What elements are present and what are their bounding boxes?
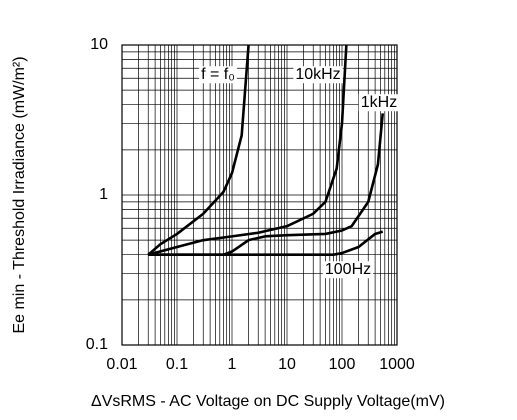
x-tick-label: 100 [329,356,356,373]
curve-label-bg [293,66,343,84]
curve-label: 100Hz [325,261,371,278]
x-tick-label: 0.01 [106,356,137,373]
y-tick-label: 0.1 [86,336,108,353]
x-tick-label: 10 [278,356,296,373]
y-tick-label: 10 [90,36,108,53]
curve-label-bg [358,94,400,112]
curve [148,113,385,256]
curve-label-bg [199,66,237,84]
x-tick-label: 1000 [379,356,415,373]
x-axis-label: ΔVsRMS - AC Voltage on DC Supply Voltage… [91,393,445,410]
plot-frame [121,44,398,346]
curve [148,230,384,256]
curve [147,44,348,256]
x-tick-label: 0.1 [166,356,188,373]
curve-label: 1kHz [361,94,397,111]
x-tick-label: 1 [228,356,237,373]
curve-label-bg [322,261,374,279]
y-axis-label: Ee min - Threshold Irradiance (mW/m²) [11,56,28,333]
curve-label: f = f₀ [201,66,235,83]
y-tick-label: 1 [99,186,108,203]
curve-label: 10kHz [295,66,340,83]
curve [147,44,250,256]
